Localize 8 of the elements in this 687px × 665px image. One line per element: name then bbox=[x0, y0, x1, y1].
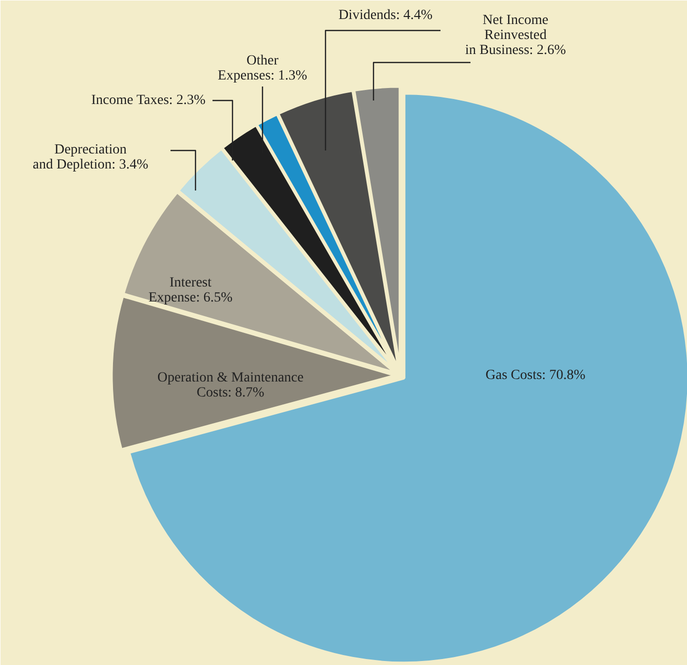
slice-label: Income Taxes: 2.3% bbox=[91, 93, 206, 108]
slice-label: Depreciation and Depletion: 3.4% bbox=[32, 142, 149, 172]
slice-label: Other Expenses: 1.3% bbox=[218, 54, 308, 84]
slice-label: Net Income Reinvested in Business: 2.6% bbox=[465, 13, 566, 58]
slice-label: Gas Costs: 70.8% bbox=[486, 368, 586, 383]
slice-label: Interest Expense: 6.5% bbox=[148, 276, 233, 306]
slice-label: Dividends: 4.4% bbox=[338, 8, 433, 23]
slice-label: Operation & Maintenance Costs: 8.7% bbox=[157, 370, 304, 400]
